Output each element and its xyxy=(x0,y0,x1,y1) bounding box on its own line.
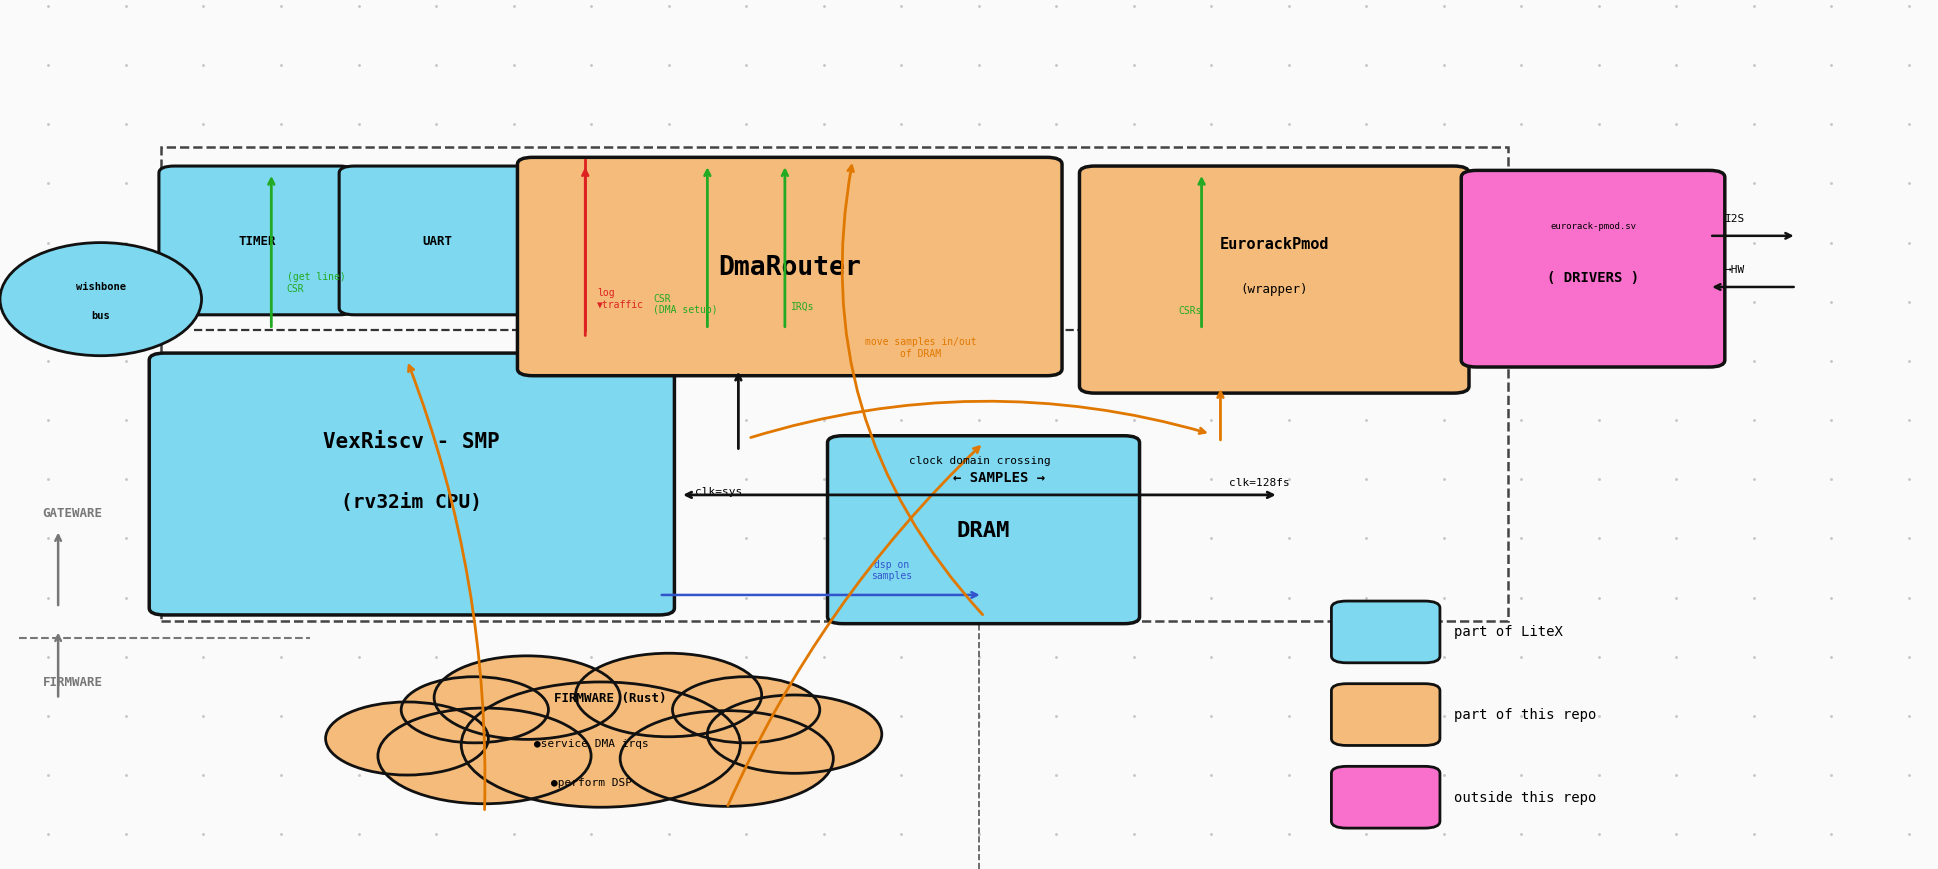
Circle shape xyxy=(378,708,591,804)
Text: eurorack-pmod.sv: eurorack-pmod.sv xyxy=(1550,222,1636,230)
FancyBboxPatch shape xyxy=(1079,167,1469,394)
Text: VexRiscv - SMP: VexRiscv - SMP xyxy=(324,431,500,451)
FancyBboxPatch shape xyxy=(517,158,1062,376)
Text: dsp on
samples: dsp on samples xyxy=(870,559,913,580)
Text: outside this repo: outside this repo xyxy=(1454,790,1595,804)
Text: CSR
(DMA setup): CSR (DMA setup) xyxy=(653,294,717,315)
FancyBboxPatch shape xyxy=(1331,766,1440,828)
Text: (wrapper): (wrapper) xyxy=(1240,282,1308,295)
FancyBboxPatch shape xyxy=(828,436,1140,624)
Text: (rv32im CPU): (rv32im CPU) xyxy=(341,493,483,511)
Text: FIRMWARE: FIRMWARE xyxy=(43,676,103,688)
Text: DRAM: DRAM xyxy=(957,521,1010,540)
Text: →HW: →HW xyxy=(1725,264,1744,275)
Text: TIMER: TIMER xyxy=(238,235,275,248)
Text: I2S: I2S xyxy=(1725,213,1744,223)
Circle shape xyxy=(401,677,548,743)
Bar xyxy=(161,148,1508,621)
Circle shape xyxy=(707,695,882,773)
Circle shape xyxy=(576,653,762,737)
FancyBboxPatch shape xyxy=(159,167,355,315)
Text: CSRs: CSRs xyxy=(1178,306,1202,316)
Text: log
▼traffic: log ▼traffic xyxy=(597,288,643,308)
FancyBboxPatch shape xyxy=(149,354,674,615)
Text: move samples in/out
of DRAM: move samples in/out of DRAM xyxy=(864,337,977,358)
Text: EurorackPmod: EurorackPmod xyxy=(1219,236,1329,251)
Text: ← SAMPLES →: ← SAMPLES → xyxy=(953,471,1045,485)
Text: clk=128fs: clk=128fs xyxy=(1229,477,1289,488)
Ellipse shape xyxy=(0,243,202,356)
Text: IRQs: IRQs xyxy=(791,301,814,311)
Circle shape xyxy=(326,702,488,775)
Text: DmaRouter: DmaRouter xyxy=(719,255,860,280)
Circle shape xyxy=(461,682,740,807)
Text: GATEWARE: GATEWARE xyxy=(43,507,103,519)
Text: FIRMWARE (Rust): FIRMWARE (Rust) xyxy=(554,692,667,704)
Circle shape xyxy=(620,711,833,806)
FancyBboxPatch shape xyxy=(1461,171,1725,368)
Circle shape xyxy=(434,656,620,740)
Text: UART: UART xyxy=(422,235,452,248)
Text: bus: bus xyxy=(91,310,110,321)
Text: part of this repo: part of this repo xyxy=(1454,707,1595,721)
Text: (get line)
CSR: (get line) CSR xyxy=(287,272,345,293)
Text: part of LiteX: part of LiteX xyxy=(1454,625,1562,639)
Text: clock domain crossing: clock domain crossing xyxy=(909,455,1050,466)
FancyBboxPatch shape xyxy=(1331,601,1440,663)
Text: wishbone: wishbone xyxy=(76,282,126,292)
Text: ●service DMA irqs: ●service DMA irqs xyxy=(533,738,649,748)
FancyBboxPatch shape xyxy=(1331,684,1440,746)
Circle shape xyxy=(672,677,820,743)
Text: ●perform DSP: ●perform DSP xyxy=(550,777,632,787)
Text: ( DRIVERS ): ( DRIVERS ) xyxy=(1547,271,1640,285)
FancyBboxPatch shape xyxy=(339,167,535,315)
Text: clk=sys: clk=sys xyxy=(696,486,742,496)
